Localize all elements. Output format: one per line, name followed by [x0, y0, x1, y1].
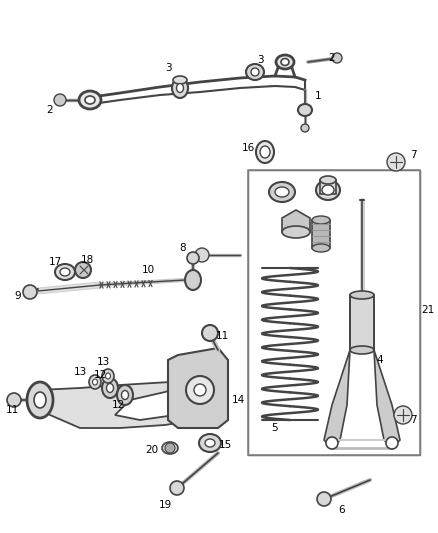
Ellipse shape — [281, 59, 289, 66]
Text: 6: 6 — [339, 505, 345, 515]
Text: 13: 13 — [96, 357, 110, 367]
Ellipse shape — [199, 434, 221, 452]
Bar — [248, 170, 420, 455]
Circle shape — [194, 384, 206, 396]
Text: 7: 7 — [410, 150, 416, 160]
Polygon shape — [312, 220, 330, 248]
Text: 17: 17 — [48, 257, 62, 267]
Ellipse shape — [117, 385, 133, 405]
Text: 13: 13 — [74, 367, 87, 377]
Ellipse shape — [172, 78, 188, 98]
Ellipse shape — [79, 91, 101, 109]
Ellipse shape — [121, 391, 128, 400]
Ellipse shape — [282, 226, 310, 238]
Circle shape — [301, 124, 309, 132]
Ellipse shape — [322, 185, 334, 195]
Circle shape — [326, 437, 338, 449]
Text: 11: 11 — [215, 331, 229, 341]
Circle shape — [7, 393, 21, 407]
Ellipse shape — [246, 64, 264, 80]
Text: 11: 11 — [5, 405, 19, 415]
Text: 15: 15 — [219, 440, 232, 450]
Text: 18: 18 — [81, 255, 94, 265]
Ellipse shape — [275, 187, 289, 197]
Text: 3: 3 — [165, 63, 171, 73]
Text: 5: 5 — [272, 423, 278, 433]
Ellipse shape — [162, 442, 178, 454]
Ellipse shape — [85, 96, 95, 104]
Text: 9: 9 — [15, 291, 21, 301]
Ellipse shape — [350, 346, 374, 354]
Polygon shape — [38, 350, 225, 428]
Text: 14: 14 — [231, 395, 245, 405]
Circle shape — [394, 406, 412, 424]
Text: 3: 3 — [257, 55, 263, 65]
Text: 8: 8 — [180, 243, 186, 253]
Polygon shape — [168, 348, 228, 428]
Circle shape — [195, 248, 209, 262]
Text: 21: 21 — [421, 305, 434, 315]
Text: 12: 12 — [111, 400, 125, 410]
Polygon shape — [282, 210, 310, 232]
Circle shape — [386, 437, 398, 449]
Text: 20: 20 — [145, 445, 159, 455]
Ellipse shape — [316, 180, 340, 200]
Ellipse shape — [269, 182, 295, 202]
Ellipse shape — [260, 146, 270, 158]
Circle shape — [165, 443, 175, 453]
Ellipse shape — [177, 84, 184, 93]
Bar — [248, 170, 420, 455]
Ellipse shape — [34, 392, 46, 408]
Text: 16: 16 — [241, 143, 254, 153]
Circle shape — [187, 252, 199, 264]
Circle shape — [387, 153, 405, 171]
Ellipse shape — [320, 176, 336, 184]
Polygon shape — [324, 350, 350, 448]
Text: 7: 7 — [410, 415, 416, 425]
Text: 2: 2 — [328, 53, 336, 63]
Ellipse shape — [350, 291, 374, 299]
Ellipse shape — [60, 268, 70, 276]
Circle shape — [75, 262, 91, 278]
Ellipse shape — [205, 439, 215, 447]
Ellipse shape — [92, 379, 98, 385]
Bar — [320, 180, 336, 194]
Circle shape — [23, 285, 37, 299]
Text: 4: 4 — [377, 355, 383, 365]
Ellipse shape — [55, 264, 75, 280]
Ellipse shape — [27, 382, 53, 418]
Ellipse shape — [251, 68, 259, 76]
Circle shape — [186, 376, 214, 404]
Ellipse shape — [185, 270, 201, 290]
Ellipse shape — [312, 244, 330, 252]
Ellipse shape — [312, 216, 330, 224]
Ellipse shape — [173, 76, 187, 84]
Polygon shape — [350, 295, 374, 350]
Polygon shape — [374, 350, 400, 448]
Ellipse shape — [106, 373, 110, 379]
Circle shape — [202, 325, 218, 341]
Ellipse shape — [256, 141, 274, 163]
Circle shape — [170, 481, 184, 495]
Circle shape — [54, 94, 66, 106]
Text: 1: 1 — [314, 91, 321, 101]
Ellipse shape — [276, 55, 294, 69]
Ellipse shape — [102, 369, 114, 383]
Text: 2: 2 — [47, 105, 53, 115]
Circle shape — [332, 53, 342, 63]
Ellipse shape — [89, 375, 101, 389]
Text: 12: 12 — [93, 370, 106, 380]
Ellipse shape — [106, 384, 113, 392]
Text: 10: 10 — [141, 265, 155, 275]
Circle shape — [317, 492, 331, 506]
Ellipse shape — [102, 378, 118, 398]
Text: 19: 19 — [159, 500, 172, 510]
Ellipse shape — [298, 104, 312, 116]
